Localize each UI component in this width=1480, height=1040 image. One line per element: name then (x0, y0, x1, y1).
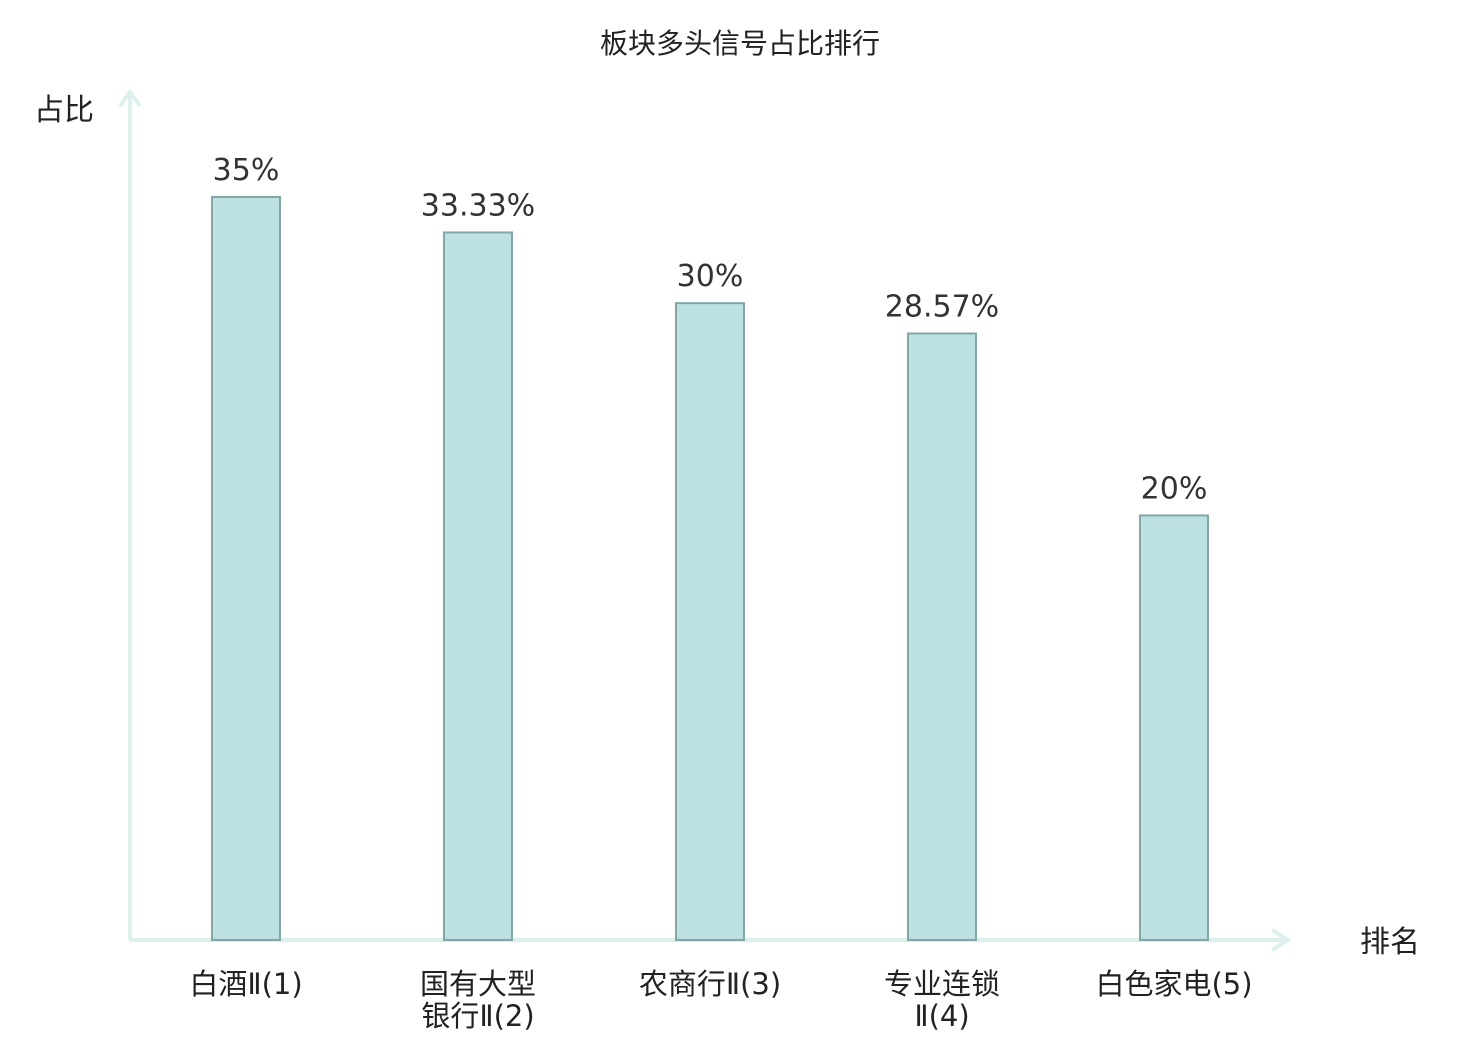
category-label: 专业连锁 (884, 967, 1000, 1001)
y-axis-arrow-icon (118, 88, 142, 108)
category-label: 白色家电(5) (1095, 967, 1252, 1001)
y-axis-label: 占比 (34, 93, 94, 128)
bars (211, 196, 1209, 942)
bar (1139, 514, 1209, 942)
bar (907, 332, 977, 942)
category-label: 农商行Ⅱ(3) (639, 967, 781, 1001)
bar (443, 231, 513, 941)
category-label: 银行Ⅱ(2) (421, 999, 534, 1033)
category-label: 白酒Ⅱ(1) (189, 967, 302, 1001)
category-label: Ⅱ(4) (914, 999, 969, 1033)
x-axis-arrow-icon (1270, 928, 1292, 952)
data-label: 28.57% (885, 289, 999, 324)
data-label: 20% (1141, 471, 1208, 506)
data-label: 33.33% (421, 188, 535, 223)
bar (675, 302, 745, 941)
y-axis (118, 88, 142, 940)
x-axis-label: 排名 (1360, 925, 1420, 960)
data-label: 35% (213, 153, 280, 188)
bar (211, 196, 281, 941)
value-labels: 35% 33.33% 30% 28.57% 20% (213, 153, 1208, 506)
category-label: 国有大型 (420, 967, 536, 1001)
chart-title: 板块多头信号占比排行 (600, 27, 880, 60)
data-label: 30% (677, 259, 744, 294)
